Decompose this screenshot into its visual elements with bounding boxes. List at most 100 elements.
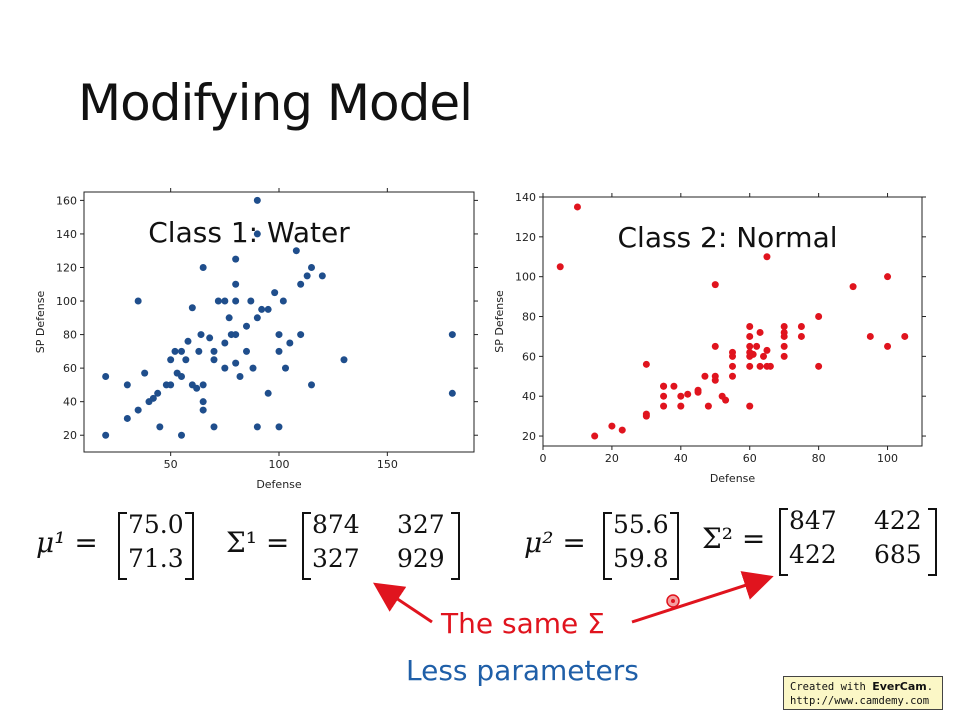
annotation-same-sigma: The same Σ — [441, 607, 605, 640]
watermark-brand: EverCam — [872, 680, 927, 693]
data-point — [797, 332, 805, 340]
data-point — [199, 406, 207, 414]
data-point — [275, 331, 283, 339]
mu1-matrix: 75.0 71.3 — [118, 510, 194, 580]
data-point — [195, 347, 203, 355]
arrow-left — [373, 582, 433, 624]
data-point — [264, 305, 272, 313]
data-point — [711, 281, 719, 289]
sigma2-cell: 422 — [789, 540, 837, 569]
data-point — [282, 364, 289, 372]
data-point — [221, 339, 229, 347]
data-point — [780, 352, 788, 360]
data-point — [753, 342, 761, 350]
data-point — [210, 423, 218, 431]
data-point — [884, 342, 892, 350]
data-point — [221, 364, 229, 372]
data-point — [156, 423, 164, 431]
data-point — [178, 347, 185, 355]
data-point — [763, 346, 771, 354]
data-point — [102, 373, 110, 381]
data-point — [729, 348, 736, 356]
mu1-value-2: 71.3 — [128, 544, 184, 573]
data-point — [232, 255, 240, 263]
data-point — [182, 356, 190, 364]
data-point — [670, 382, 678, 390]
data-point — [232, 297, 240, 305]
plot-frame — [542, 196, 923, 447]
data-point — [102, 431, 110, 439]
data-point — [884, 273, 892, 281]
data-point — [694, 386, 702, 394]
sigma1-cell: 929 — [397, 544, 445, 573]
data-point — [286, 339, 294, 347]
y-tick-label: 120 — [56, 261, 77, 274]
data-point — [275, 423, 283, 431]
data-point — [123, 414, 131, 422]
mu2-symbol: μ² = — [524, 526, 586, 559]
data-point — [642, 410, 650, 418]
data-point — [711, 342, 719, 350]
data-point — [279, 297, 287, 305]
data-point — [591, 432, 599, 440]
plot-frame — [83, 191, 475, 453]
data-point — [308, 381, 315, 389]
data-point — [243, 322, 250, 330]
data-point — [199, 381, 207, 389]
data-point — [197, 331, 205, 339]
data-point — [608, 422, 616, 430]
data-point — [815, 313, 823, 321]
data-point — [780, 322, 788, 330]
data-point — [746, 402, 754, 410]
data-point — [221, 297, 229, 305]
data-point — [199, 398, 207, 406]
x-tick-label: 80 — [812, 452, 826, 465]
data-point — [225, 314, 233, 322]
data-point — [199, 263, 207, 271]
mu2-matrix: 55.6 59.8 — [603, 510, 679, 580]
data-point — [711, 372, 719, 380]
y-axis-label: SP Defense — [493, 290, 506, 353]
y-tick-label: 160 — [56, 194, 77, 207]
data-point — [154, 389, 162, 397]
data-point — [232, 280, 240, 288]
data-point — [297, 331, 305, 339]
data-point — [746, 362, 754, 370]
evercam-watermark: Created with EverCam. http://www.camdemy… — [783, 676, 943, 710]
mu2-value-1: 55.6 — [613, 510, 669, 539]
x-axis-label: Defense — [256, 478, 302, 491]
data-point — [746, 342, 754, 350]
data-point — [766, 362, 774, 370]
data-point — [134, 297, 142, 305]
y-axis-label: SP Defense — [34, 291, 47, 354]
arrow-right — [631, 571, 774, 624]
data-point — [253, 230, 261, 238]
y-tick-label: 100 — [56, 295, 77, 308]
sigma2-cell: 847 — [789, 506, 837, 535]
data-point — [760, 352, 768, 360]
watermark-url: http://www.camdemy.com — [790, 695, 930, 707]
data-point — [253, 314, 261, 322]
x-tick-label: 0 — [540, 452, 547, 465]
data-point — [275, 347, 283, 355]
data-point — [749, 350, 757, 358]
sigma2-symbol: Σ² = — [702, 522, 766, 555]
data-point — [123, 381, 131, 389]
data-point — [253, 423, 261, 431]
chart-title: Class 1: Water — [148, 216, 350, 249]
data-point — [701, 372, 709, 380]
data-point — [303, 272, 311, 280]
data-point — [167, 356, 175, 364]
y-tick-label: 40 — [522, 390, 536, 403]
y-tick-label: 140 — [515, 191, 536, 204]
data-point — [684, 390, 692, 398]
data-point — [253, 196, 261, 204]
data-point — [171, 347, 179, 355]
slide-title: Modifying Model — [78, 74, 473, 132]
sigma2-cell: 422 — [874, 506, 922, 535]
data-point — [797, 322, 805, 330]
x-tick-label: 150 — [377, 458, 398, 471]
data-point — [292, 247, 300, 255]
y-tick-label: 80 — [63, 329, 77, 342]
